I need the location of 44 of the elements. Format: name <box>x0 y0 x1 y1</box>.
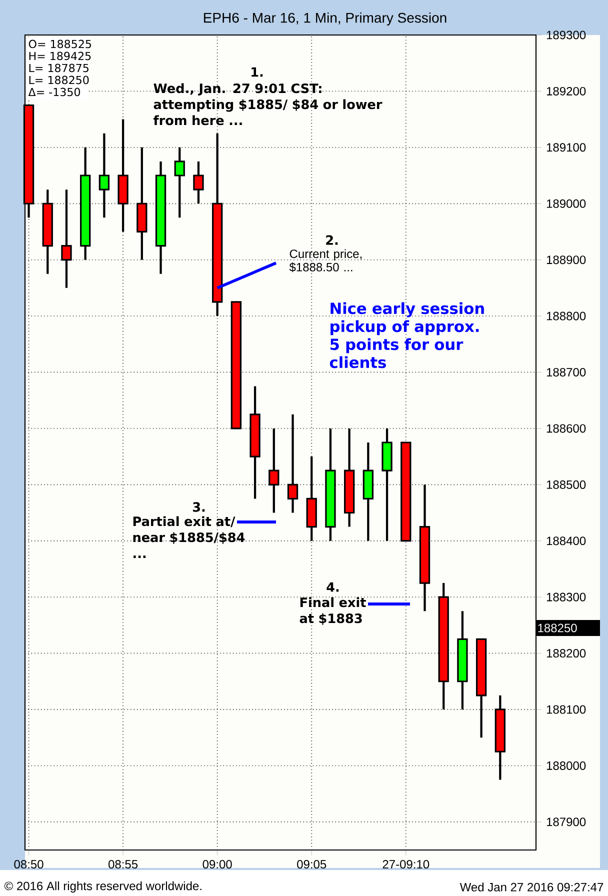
y-tick-label: 188700 <box>546 368 586 376</box>
annotation: Partial exit at/ near $1885/$84 ... <box>133 516 245 558</box>
candlestick <box>98 132 110 219</box>
y-tick-label: 188900 <box>546 256 586 264</box>
annotation: Δ= -1350 <box>28 88 80 96</box>
y-tick-label: 188600 <box>546 424 586 433</box>
y-tick-label: 188400 <box>546 536 586 546</box>
y-tick-label: 187900 <box>546 818 586 826</box>
annotation: Wed., Jan. 27 9:01 CST: attempting $1885/ $84 or lower from here ... <box>154 83 382 126</box>
y-tick-label: 188000 <box>546 761 586 770</box>
text: © 2016 All rights reserved worldwide. <box>4 881 202 893</box>
candlestick <box>287 413 298 514</box>
annotation: Current price, $1888.50 ... <box>289 249 362 272</box>
annotation: L= 187875 <box>29 64 88 72</box>
candlestick <box>268 427 280 514</box>
x-tick-label: 08:55 <box>108 860 138 869</box>
annotation: Nice early session pickup of approx. 5 points for our clients <box>330 302 484 368</box>
y-tick-label: 188100 <box>546 705 586 714</box>
annotation: 2. <box>326 235 338 245</box>
annotation: Final exit at $1883 <box>300 597 366 625</box>
y-tick-label: 189000 <box>546 199 586 208</box>
annotation: 4. <box>326 582 339 592</box>
x-tick-label: 27-09:10 <box>382 860 430 869</box>
x-tick-label: 09:00 <box>202 860 232 869</box>
candlestick <box>174 146 185 219</box>
x-tick-label: 08:50 <box>14 860 44 869</box>
y-tick-label: 188300 <box>546 592 586 602</box>
annotation: 3. <box>192 502 205 512</box>
y-tick-label: 189100 <box>546 143 586 152</box>
y-tick-label: 188800 <box>546 312 586 320</box>
annotation: L= 188250 <box>29 76 89 84</box>
candlestick <box>193 160 204 205</box>
y-tick-label: 188200 <box>546 649 586 658</box>
text: Wed Jan 27 2016 09:27:47 <box>460 882 604 892</box>
annotation: O= 188525 <box>28 40 92 48</box>
candlestick <box>61 188 72 289</box>
x-tick-label: 09:05 <box>297 860 326 869</box>
text: 188250 <box>538 624 577 632</box>
y-tick-label: 189200 <box>546 86 586 96</box>
chart-title: EPH6 - Mar 16, 1 Min, Primary Session <box>204 12 446 26</box>
y-tick-label: 189300 <box>546 30 586 40</box>
y-tick-label: 188500 <box>546 480 586 489</box>
annotation: 1. <box>252 67 263 77</box>
annotation: H= 189425 <box>29 52 91 60</box>
